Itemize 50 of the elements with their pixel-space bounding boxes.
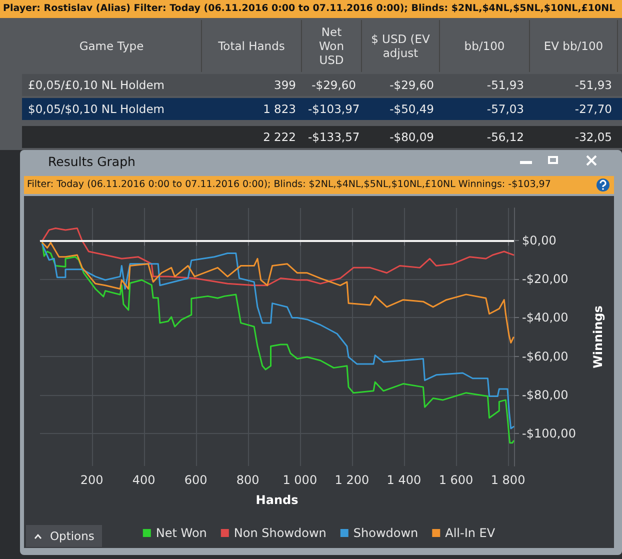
y-tick-label: -$40,00 [522,310,568,325]
x-tick-label: 600 [184,473,208,487]
text: -57,03 [486,102,525,116]
text: $0,05/$0,10 NL Holdem [27,102,166,116]
text: 1 823 [262,102,297,116]
x-tick-label: 1 200 [334,473,370,487]
line-series [42,242,514,344]
chart-title: Results Graph [48,154,136,169]
text: -56,12 [486,130,525,144]
text: -$50,49 [388,102,435,116]
category-label: EV bb/100 [530,20,618,72]
y-tick-label: -$20,00 [522,272,568,286]
text: -$29,60 [310,78,357,92]
x-tick-label: 1 000 [282,473,318,487]
x-tick-label: 200 [80,473,104,487]
text: 2 222 [262,130,297,144]
x-tick-label: 400 [132,473,156,487]
x-axis-title: Hands [256,493,298,507]
text: -32,05 [574,130,613,144]
text: 399 [273,78,297,92]
text: Options [26,525,102,547]
text: -$29,60 [388,78,435,92]
category-label: Total Hands [202,20,302,72]
category-label: $ USD (EV adjust [362,20,440,72]
legend-label: Net Won [156,526,207,540]
x-tick-label: 1 600 [438,473,474,487]
text: -$133,57 [307,130,361,144]
text: Player: Rostislav (Alias) Filter: Today (06.11.2016 0:00 to 07.11.2016 0:00); Blinds: $2NL,$4NL,$5NL,$10NL,£10NL [0,0,622,18]
y-tick-label: -$80,00 [522,388,568,402]
text: -$103,97 [307,102,361,116]
legend-label: Showdown [353,526,418,540]
text: £0,05/£0,10 NL Holdem [27,78,166,92]
category-label: Game Type [22,20,202,72]
line-series [42,227,514,286]
y-tick-label: -$60,00 [522,349,568,364]
y-axis-title: Winnings [591,306,605,368]
text: -51,93 [486,78,525,92]
text: -51,93 [574,78,613,92]
text: -$80,09 [388,130,435,144]
x-tick-label: 800 [236,473,260,487]
category-label: bb/100 [440,20,530,72]
x-tick-label: 1 800 [490,473,526,487]
category-label: Net Won USD [302,20,362,72]
x-tick-label: 1 400 [386,473,422,487]
chart-subtitle: Filter: Today (06.11.2016 0:00 to 07.11.2016 0:00); Blinds: $2NL,$4NL,$5NL,$10NL,£10NL Winnings: -$103,97 [24,176,614,194]
legend-label: All-In EV [445,526,496,540]
legend-label: Non Showdown [234,526,326,540]
y-tick-label: $0,00 [522,234,556,248]
text: -27,70 [574,102,613,116]
y-tick-label: -$100,00 [522,426,576,440]
